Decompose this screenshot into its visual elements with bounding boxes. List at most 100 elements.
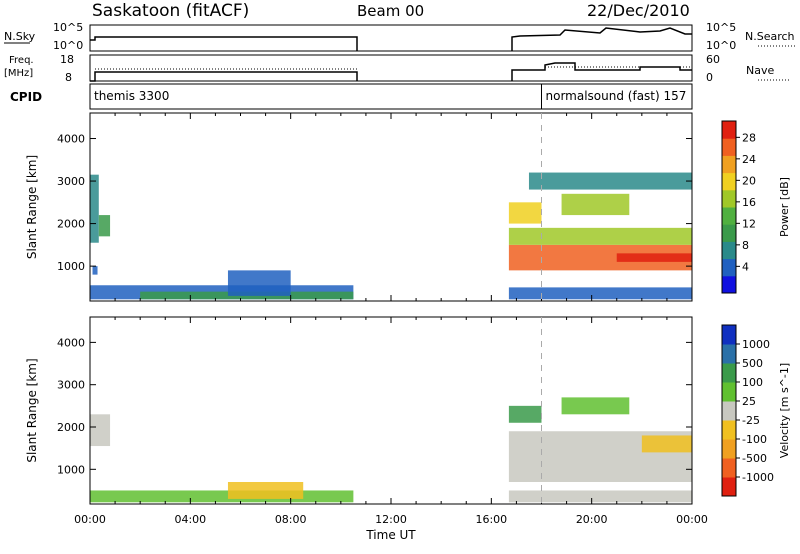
velocity-data-cell <box>90 490 354 503</box>
nave-label: Nave <box>746 64 774 77</box>
colorbar-tick-label: 25 <box>742 395 756 408</box>
velocity-data-cell <box>561 397 630 415</box>
nsky-right-top-tick: 10^5 <box>706 21 736 34</box>
freq-trace-1 <box>90 71 358 82</box>
velocity-colorbar-swatch <box>722 325 736 345</box>
velocity-data-cell <box>90 414 111 447</box>
time-axis: 00:00 04:00 08:00 12:00 16:00 20:00 00:00 Time … <box>74 113 708 542</box>
beam-title: Beam 00 <box>357 2 424 20</box>
colorbar-tick-label: -25 <box>742 414 760 427</box>
colorbar-tick-label: 28 <box>742 131 756 144</box>
radar-title: Saskatoon (fitACF) <box>92 1 249 21</box>
power-colorbar: 4 8 12 16 20 24 28 Power [dB] <box>721 120 791 294</box>
nsky-right-bottom-tick: 10^0 <box>706 39 736 52</box>
x-tick-label: 12:00 <box>375 513 407 526</box>
y-tick-label: 3000 <box>57 175 85 188</box>
power-colorbar-swatch <box>722 189 736 208</box>
colorbar-tick-label: -500 <box>742 452 767 465</box>
power-colorbar-swatch <box>722 172 736 191</box>
colorbar-tick-label: -1000 <box>742 471 774 484</box>
colorbar-tick-label: 12 <box>742 217 756 230</box>
y-tick-label: 1000 <box>57 260 85 273</box>
power-data-cell <box>561 193 630 216</box>
x-tick-label: 04:00 <box>174 513 206 526</box>
freq-top-tick: 18 <box>60 53 74 66</box>
colorbar-tick-label: 20 <box>742 174 756 187</box>
nsky-trace-1 <box>90 36 358 51</box>
velocity-panel: 1000 2000 3000 4000 Slant Range [km] <box>25 316 693 505</box>
velocity-colorbar-swatch <box>722 420 736 440</box>
power-colorbar-swatch <box>722 138 736 156</box>
power-colorbar-swatch <box>722 224 736 242</box>
velocity-data-cell <box>508 490 692 503</box>
x-tick-label: 16:00 <box>475 513 507 526</box>
power-colorbar-swatch <box>722 275 736 294</box>
freq-label-2: [MHz] <box>4 68 33 79</box>
power-colorbar-swatch <box>722 258 736 277</box>
nsky-top-tick: 10^5 <box>53 21 83 34</box>
power-colorbar-swatch <box>722 241 736 260</box>
colorbar-tick-label: 4 <box>742 260 749 273</box>
velocity-data-cell <box>227 482 304 499</box>
cpid-segment-label: themis 3300 <box>94 89 169 103</box>
y-tick-label: 2000 <box>57 421 85 434</box>
velocity-data-cell <box>641 435 692 453</box>
velocity-colorbar: 1000 500 100 25 -25 -100 -500 -1000 Velocity [m … <box>721 324 791 497</box>
power-data-cell <box>528 172 692 190</box>
y-tick-label: 1000 <box>57 463 85 476</box>
power-ylabel: Slant Range [km] <box>25 155 39 259</box>
y-tick-label: 3000 <box>57 379 85 392</box>
nave-top-tick: 60 <box>706 53 720 66</box>
y-tick-label: 4000 <box>57 336 85 349</box>
colorbar-tick-label: 24 <box>742 153 756 166</box>
power-colorbar-swatch <box>722 155 736 174</box>
x-tick-label: 00:00 <box>74 513 106 526</box>
freq-strip-frame <box>89 54 693 82</box>
x-tick-label: 00:00 <box>676 513 708 526</box>
velocity-colorbar-frame <box>721 324 737 497</box>
velocity-colorbar-swatch <box>722 363 736 383</box>
nave-bottom-tick: 0 <box>706 71 713 84</box>
velocity-colorbar-label: Velocity [m s^-1] <box>778 363 791 458</box>
date-title: 22/Dec/2010 <box>587 1 690 20</box>
x-tick-label: 20:00 <box>576 513 608 526</box>
power-colorbar-swatch <box>722 121 736 139</box>
colorbar-tick-label: 16 <box>742 196 756 209</box>
power-panel: 1000 2000 3000 4000 Slant Range [km] <box>25 112 693 302</box>
colorbar-tick-label: 100 <box>742 376 763 389</box>
cpid-label: CPID <box>10 90 42 104</box>
nsky-bottom-tick: 10^0 <box>53 39 83 52</box>
velocity-colorbar-swatch <box>722 458 736 478</box>
power-colorbar-frame <box>721 120 737 294</box>
velocity-colorbar-swatch <box>722 382 736 402</box>
freq-bottom-tick: 8 <box>65 71 72 84</box>
freq-label-1: Freq. <box>9 55 34 66</box>
velocity-ylabel: Slant Range [km] <box>25 358 39 462</box>
power-data-cell <box>98 215 111 237</box>
y-tick-label: 2000 <box>57 218 85 231</box>
colorbar-tick-label: -100 <box>742 433 767 446</box>
velocity-colorbar-swatch <box>722 344 736 364</box>
power-data-cell <box>616 253 692 262</box>
cpid-segment-label: normalsound (fast) 157 <box>546 89 687 103</box>
cpid-segments: themis 3300 normalsound (fast) 157 <box>94 84 686 109</box>
power-colorbar-swatch <box>722 207 736 225</box>
nsky-strip-frame <box>89 24 693 52</box>
x-axis-label: Time UT <box>365 528 416 542</box>
power-data-cell <box>92 266 98 275</box>
power-data-cell <box>508 227 692 245</box>
velocity-colorbar-swatch <box>722 401 736 421</box>
velocity-colorbar-swatch <box>722 439 736 459</box>
nsky-trace-2 <box>511 27 692 51</box>
y-tick-label: 4000 <box>57 133 85 146</box>
power-data-cell <box>90 174 99 243</box>
power-data-cell <box>508 287 692 300</box>
x-tick-label: 08:00 <box>275 513 307 526</box>
freq-trace-2 <box>511 62 692 81</box>
velocity-data-cell <box>508 405 542 423</box>
nsky-label: N.Sky <box>4 30 36 43</box>
power-data-cell <box>508 202 542 224</box>
power-colorbar-label: Power [dB] <box>778 177 791 237</box>
colorbar-tick-label: 1000 <box>742 338 770 351</box>
